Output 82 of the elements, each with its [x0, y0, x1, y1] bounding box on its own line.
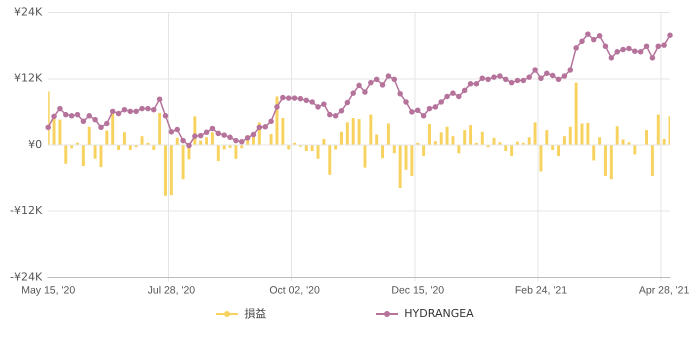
bar [422, 146, 426, 156]
bar [463, 130, 466, 144]
bar [310, 146, 314, 152]
bar [281, 118, 284, 144]
bar [662, 138, 666, 144]
bar [516, 142, 519, 144]
bar [100, 146, 102, 168]
bar [604, 146, 607, 176]
bar [510, 146, 514, 156]
bar [446, 126, 449, 144]
bar [182, 146, 185, 180]
bar [322, 138, 326, 144]
y-tick-label: -¥12K [10, 204, 43, 218]
bar [369, 114, 372, 144]
bar [574, 82, 578, 144]
bar [358, 119, 361, 144]
bar [234, 146, 238, 159]
bar [334, 146, 338, 150]
bar [304, 146, 308, 152]
bar [545, 130, 548, 144]
bar [164, 146, 167, 196]
bar [270, 134, 273, 144]
bar [622, 139, 625, 144]
bar [199, 140, 202, 144]
bar [451, 136, 454, 144]
bar [392, 146, 396, 154]
bar [205, 137, 208, 144]
bar [580, 123, 584, 144]
x-tick-label: Oct 02, '20 [269, 284, 320, 297]
bar [551, 146, 554, 150]
bar [122, 132, 126, 144]
bar [94, 146, 97, 159]
bar [398, 146, 402, 188]
bar [650, 146, 654, 176]
bar [616, 126, 619, 144]
x-tick-label: Jul 28, '20 [148, 284, 196, 297]
bar [128, 146, 132, 150]
bar [610, 146, 613, 180]
bar [381, 146, 384, 158]
legend-label: 損益 [244, 306, 266, 321]
bar [557, 146, 560, 156]
bar [158, 113, 162, 144]
bar [633, 146, 636, 154]
bar [340, 132, 343, 144]
bar [434, 141, 437, 144]
x-tick-label: May 15, '20 [21, 284, 76, 297]
bar [492, 138, 496, 144]
bar [562, 136, 566, 144]
bar [386, 123, 390, 144]
bar [375, 134, 378, 144]
bar [539, 146, 542, 172]
bar [469, 125, 472, 144]
bar [410, 146, 414, 176]
bar [346, 122, 349, 144]
bar [428, 124, 431, 144]
bar [216, 146, 220, 161]
bar [598, 137, 602, 144]
bar [117, 146, 120, 150]
bar [404, 146, 408, 170]
y-tick-label: ¥12K [14, 72, 43, 85]
x-tick-label: Dec 15, '20 [391, 284, 444, 297]
bar [287, 146, 290, 150]
legend-label: HYDRANGEA [404, 307, 474, 320]
bar [316, 146, 320, 159]
bar [586, 122, 590, 144]
bar [105, 130, 108, 144]
bar [140, 136, 144, 144]
bar [82, 146, 85, 166]
bar [534, 122, 537, 144]
y-tick-label: ¥0 [28, 138, 42, 151]
bar [528, 137, 531, 144]
bar [457, 146, 460, 154]
bar [645, 130, 648, 144]
x-tick-label: Feb 24, '21 [514, 284, 568, 297]
y-tick-label: ¥24K [14, 5, 43, 18]
bar [70, 146, 74, 148]
bar [170, 146, 173, 196]
bar [222, 146, 226, 150]
bar [58, 120, 62, 144]
x-tick-label: Apr 28, '21 [638, 284, 690, 297]
bar [363, 146, 366, 168]
y-tick-label: -¥24K [10, 270, 43, 284]
